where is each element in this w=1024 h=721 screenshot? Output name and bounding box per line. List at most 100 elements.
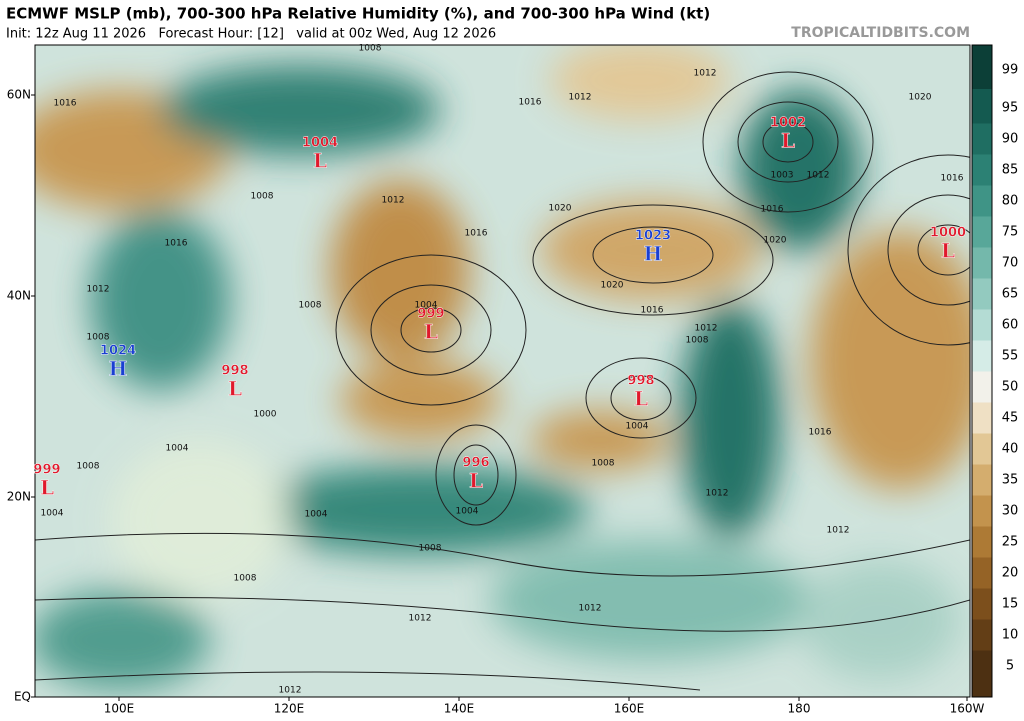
isobar-label: 1008	[419, 544, 442, 554]
isobar-label: 1012	[807, 171, 830, 181]
pressure-letter: L	[228, 377, 242, 401]
isobar-label: 1004	[626, 422, 649, 432]
colorbar-segment	[972, 495, 992, 527]
isobar-label: 1016	[941, 174, 964, 184]
pressure-value: 999	[33, 463, 60, 478]
colorbar-segment	[972, 247, 992, 279]
isobar-label: 1016	[54, 99, 77, 109]
isobar-label: 1003	[771, 171, 794, 181]
pressure-letter: L	[313, 149, 327, 173]
pressure-value: 1002	[770, 116, 806, 131]
isobar-label: 1012	[827, 526, 850, 536]
pressure-value: 1024	[100, 344, 136, 359]
colorbar-label: 20	[1002, 566, 1019, 581]
colorbar-label: 65	[1002, 287, 1019, 302]
colorbar-segment	[972, 650, 992, 697]
colorbar-segment	[972, 154, 992, 186]
pressure-value: 996	[462, 456, 489, 471]
subtitle: Init: 12z Aug 11 2026 Forecast Hour: [12…	[6, 27, 496, 42]
lon-label: 160E	[614, 702, 645, 716]
colorbar-label: 5	[1006, 659, 1014, 674]
colorbar-label: 80	[1002, 194, 1019, 209]
colorbar-segment	[972, 557, 992, 589]
isobar-label: 1008	[77, 462, 100, 472]
isobar-label: 1016	[809, 428, 832, 438]
isobar-label: 1012	[409, 614, 432, 624]
isobar-label: 1008	[234, 574, 257, 584]
isobar-label: 1004	[305, 510, 328, 520]
isobar-label: 1012	[87, 285, 110, 295]
lon-label: 100E	[104, 702, 135, 716]
map-frame	[34, 44, 971, 698]
pressure-value: 998	[221, 364, 248, 379]
isobar-label: 1004	[41, 509, 64, 519]
colorbar-label: 40	[1002, 442, 1019, 457]
isobar-label: 1012	[279, 686, 302, 696]
isobar-label: 1012	[579, 604, 602, 614]
isobar-label: 1004	[415, 301, 438, 311]
lat-label: 40N	[7, 289, 31, 303]
isobar-label: 1020	[601, 281, 624, 291]
colorbar-segment	[972, 402, 992, 434]
pressure-letter: L	[424, 320, 438, 344]
pressure-letter: L	[941, 239, 955, 263]
colorbar-label: 10	[1002, 628, 1019, 643]
isobar-label: 1016	[761, 205, 784, 215]
isobar-label: 1012	[706, 489, 729, 499]
colorbar-label: 45	[1002, 411, 1019, 426]
colorbar-segment	[972, 464, 992, 496]
pressure-letter: L	[634, 387, 648, 411]
isobar-label: 1000	[254, 410, 277, 420]
pressure-letter: L	[469, 469, 483, 493]
colorbar-frame	[971, 44, 993, 698]
colorbar-segment	[972, 123, 992, 155]
lat-label: 20N	[7, 490, 31, 504]
isobar-label: 1016	[165, 239, 188, 249]
colorbar-segment	[972, 185, 992, 217]
colorbar-label: 55	[1002, 349, 1019, 364]
isobar-label: 1008	[359, 44, 382, 54]
colorbar-segment	[972, 433, 992, 465]
pressure-letter: L	[781, 129, 795, 153]
isobar-label: 1004	[166, 444, 189, 454]
isobar-label: 1012	[569, 93, 592, 103]
colorbar-label: 60	[1002, 318, 1019, 333]
colorbar-segment	[972, 45, 992, 89]
colorbar-label: 35	[1002, 473, 1019, 488]
lat-label: EQ	[14, 690, 31, 704]
isobar-label: 1004	[456, 507, 479, 517]
colorbar-segment	[972, 371, 992, 403]
isobar-label: 1016	[641, 306, 664, 316]
isobar-label: 1008	[299, 301, 322, 311]
pressure-value: 1023	[635, 229, 671, 244]
isobar-label: 1012	[382, 196, 405, 206]
colorbar-segment	[972, 588, 992, 620]
pressure-letter: H	[109, 357, 128, 381]
lon-label: 180	[788, 702, 811, 716]
lon-label: 120E	[274, 702, 305, 716]
isobar-label: 1016	[519, 98, 542, 108]
pressure-value: 1004	[302, 136, 338, 151]
isobar-label: 1008	[87, 333, 110, 343]
colorbar-segment	[972, 309, 992, 341]
colorbar-segment	[972, 526, 992, 558]
lon-label: 140E	[444, 702, 475, 716]
isobar-label: 1012	[694, 69, 717, 79]
colorbar-label: 25	[1002, 535, 1019, 550]
isobar-label: 1020	[549, 204, 572, 214]
colorbar-segment	[972, 216, 992, 248]
isobar-label: 1008	[251, 192, 274, 202]
isobar-label: 1008	[686, 336, 709, 346]
pressure-value: 1000	[930, 226, 966, 241]
colorbar-label: 90	[1002, 132, 1019, 147]
pressure-value: 998	[627, 374, 654, 389]
colorbar-segment	[972, 340, 992, 372]
watermark: TROPICALTIDBITS.COM	[791, 25, 970, 41]
colorbar-label: 95	[1002, 101, 1019, 116]
pressure-letter: H	[644, 242, 663, 266]
colorbar-label: 75	[1002, 225, 1019, 240]
lat-label: 60N	[7, 88, 31, 102]
isobar-label: 1016	[465, 229, 488, 239]
isobar-label: 1012	[695, 324, 718, 334]
colorbar-label: 30	[1002, 504, 1019, 519]
